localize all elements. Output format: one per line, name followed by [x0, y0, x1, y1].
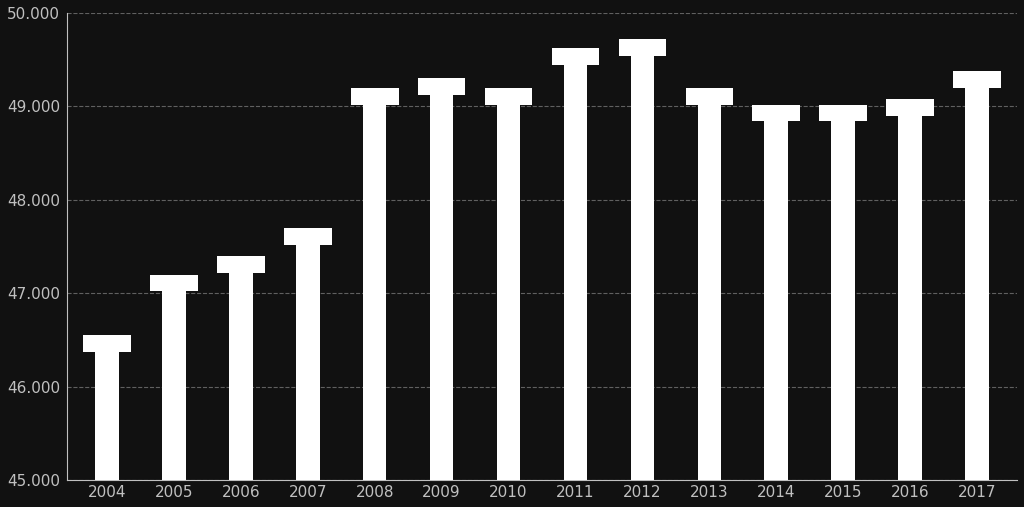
Bar	[151, 275, 198, 292]
Bar	[765, 121, 787, 480]
Bar	[430, 95, 454, 480]
Bar	[685, 88, 733, 104]
Bar	[296, 245, 319, 480]
Bar	[618, 39, 667, 56]
Bar	[351, 88, 398, 104]
Bar	[552, 49, 599, 65]
Bar	[898, 116, 922, 480]
Bar	[697, 104, 721, 480]
Bar	[484, 88, 532, 104]
Bar	[95, 352, 119, 480]
Bar	[753, 104, 800, 121]
Bar	[819, 104, 867, 121]
Bar	[953, 71, 1000, 88]
Bar	[564, 65, 587, 480]
Bar	[831, 121, 855, 480]
Bar	[217, 256, 265, 273]
Bar	[418, 79, 466, 95]
Bar	[229, 273, 253, 480]
Bar	[631, 56, 654, 480]
Bar	[886, 99, 934, 116]
Bar	[966, 88, 988, 480]
Bar	[83, 335, 131, 352]
Bar	[364, 104, 386, 480]
Bar	[163, 292, 185, 480]
Bar	[497, 104, 520, 480]
Bar	[284, 228, 332, 245]
